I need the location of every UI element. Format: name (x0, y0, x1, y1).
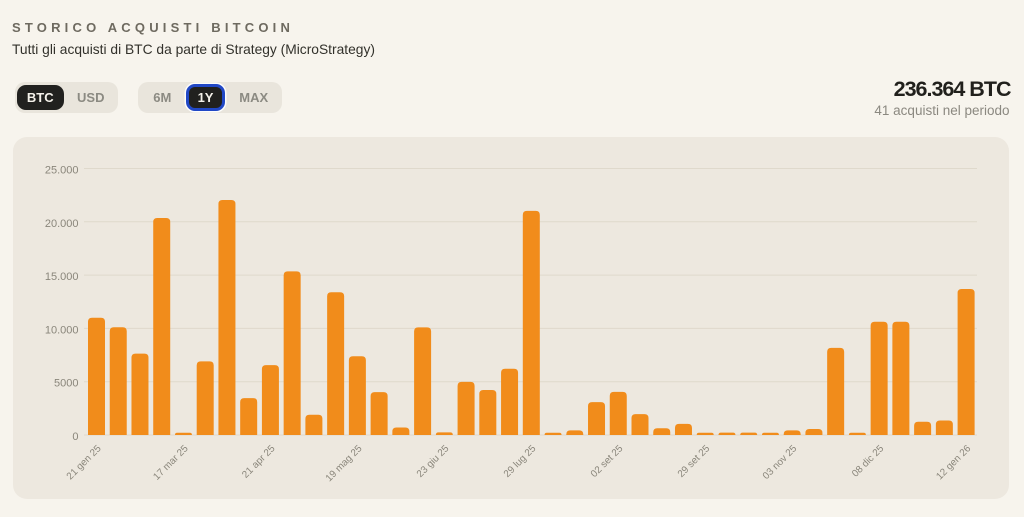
svg-text:29 lug 25: 29 lug 25 (502, 443, 539, 480)
svg-text:5000: 5000 (54, 378, 78, 390)
svg-text:23 giu 25: 23 giu 25 (415, 443, 452, 480)
svg-text:25.000: 25.000 (45, 165, 79, 177)
svg-text:0: 0 (72, 431, 78, 443)
svg-text:29 set 25: 29 set 25 (676, 443, 713, 480)
svg-text:15.000: 15.000 (45, 271, 79, 283)
svg-text:20.000: 20.000 (45, 218, 79, 230)
svg-text:03 nov 25: 03 nov 25 (761, 443, 800, 482)
svg-text:12 gen 26: 12 gen 26 (934, 443, 973, 482)
svg-text:02 set 25: 02 set 25 (589, 443, 626, 480)
svg-text:17 mar 25: 17 mar 25 (151, 443, 191, 483)
svg-text:08 dic 25: 08 dic 25 (850, 443, 886, 479)
svg-text:21 gen 25: 21 gen 25 (65, 443, 104, 482)
svg-text:10.000: 10.000 (45, 324, 79, 336)
svg-text:21 apr 25: 21 apr 25 (240, 443, 278, 481)
svg-text:19 mag 25: 19 mag 25 (324, 443, 365, 484)
